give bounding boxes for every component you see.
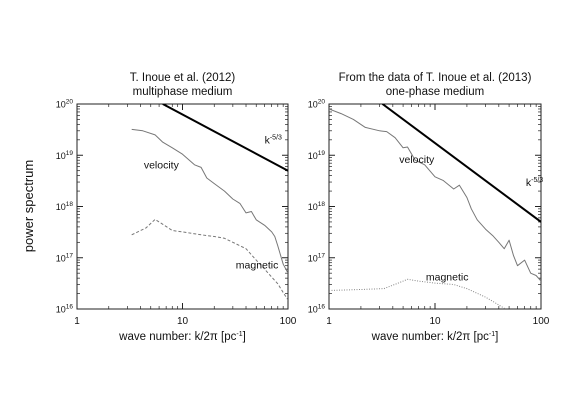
y-tick-base: 10: [308, 202, 318, 212]
chart-title: T. Inoue et al. (2012): [130, 72, 236, 84]
chart-subtitle: multiphase medium: [133, 86, 233, 98]
annotation-sup: -5/3: [531, 177, 543, 184]
plot-frame: [76, 103, 289, 310]
y-tick-label: 1017: [308, 252, 326, 263]
y-tick-exponent: 16: [66, 304, 74, 311]
x-axis-label: wave number: k/2π [pc-1]: [118, 331, 246, 343]
y-tick-label: 1018: [56, 201, 74, 212]
chart-subtitle: one-phase medium: [386, 86, 484, 98]
y-axis-label: power spectrum: [21, 160, 36, 252]
x-tick-label: 1: [326, 316, 332, 327]
x-axis-label-main: wave number: k/2π [pc: [118, 331, 236, 343]
chart-panel-one-phase: From the data of T. Inoue et al. (2013) o…: [308, 72, 550, 343]
annotation-text: velocity: [144, 160, 180, 172]
y-tick-base: 10: [56, 305, 66, 315]
x-tick-label: 100: [280, 316, 297, 327]
y-tick-base: 10: [56, 202, 66, 212]
y-tick-label: 1020: [308, 99, 326, 110]
series-line-k-5-3: [162, 104, 288, 172]
y-tick-exponent: 17: [66, 252, 74, 259]
annotation-text: k: [526, 177, 532, 189]
x-tick-label: 10: [429, 316, 441, 327]
y-tick-base: 10: [308, 151, 318, 161]
y-tick-label: 1017: [56, 252, 74, 263]
x-axis-label: wave number: k/2π [pc-1]: [371, 331, 499, 343]
series-line-magnetic: [131, 218, 288, 301]
x-tick-label: 10: [177, 316, 189, 327]
y-tick-label: 1020: [56, 99, 74, 110]
y-tick-exponent: 16: [318, 304, 326, 311]
y-tick-label: 1019: [56, 150, 74, 161]
y-tick-exponent: 19: [318, 150, 326, 157]
series-line-velocity: [131, 128, 288, 274]
y-tick-exponent: 19: [66, 150, 74, 157]
y-tick-label: 1016: [308, 304, 326, 315]
y-tick-label: 1019: [308, 150, 326, 161]
y-tick-base: 10: [308, 100, 318, 110]
annotation-text: magnetic: [426, 271, 469, 283]
annotation-sup: -5/3: [270, 134, 282, 141]
annotation-label: k-5/3: [265, 134, 282, 146]
series-group: [131, 104, 288, 301]
annotation-text: velocity: [399, 154, 435, 166]
y-tick-label: 1016: [56, 304, 74, 315]
y-tick-base: 10: [56, 151, 66, 161]
annotation-text: k: [265, 134, 271, 146]
annotation-text: magnetic: [236, 259, 279, 271]
x-axis-label-main: wave number: k/2π [pc: [371, 331, 489, 343]
annotation-label: velocity: [399, 154, 435, 166]
y-tick-exponent: 20: [66, 99, 74, 106]
y-tick-exponent: 20: [318, 99, 326, 106]
x-tick-label: 100: [533, 316, 550, 327]
annotation-label: velocity: [144, 160, 180, 172]
y-tick-base: 10: [56, 100, 66, 110]
y-tick-label: 1018: [308, 201, 326, 212]
x-axis-label-end: ]: [495, 331, 498, 343]
y-tick-exponent: 18: [318, 201, 326, 208]
y-tick-base: 10: [56, 253, 66, 263]
x-axis-label-sup: -1: [489, 331, 495, 338]
series-line-velocity: [329, 108, 541, 282]
y-tick-exponent: 18: [66, 201, 74, 208]
y-tick-base: 10: [308, 305, 318, 315]
annotation-label: k-5/3: [526, 177, 543, 189]
annotation-label: magnetic: [236, 259, 279, 271]
x-axis-label-sup: -1: [236, 331, 242, 338]
x-tick-label: 1: [74, 316, 80, 327]
x-axis-label-end: ]: [243, 331, 246, 343]
series-line-magnetic: [329, 278, 507, 309]
chart-panel-multiphase: T. Inoue et al. (2012) multiphase medium 1…: [56, 72, 297, 343]
y-tick-base: 10: [308, 253, 318, 263]
annotation-label: magnetic: [426, 271, 469, 283]
series-group: [329, 104, 541, 309]
series-line-k-5-3: [381, 104, 541, 223]
y-tick-exponent: 17: [318, 252, 326, 259]
chart-title: From the data of T. Inoue et al. (2013): [339, 72, 532, 84]
